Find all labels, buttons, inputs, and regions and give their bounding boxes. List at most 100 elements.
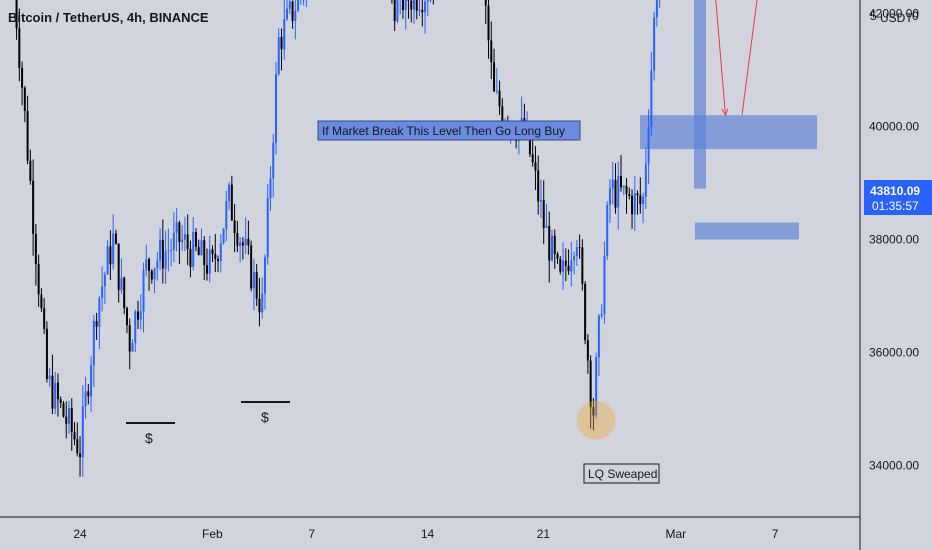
- candle-body: [633, 193, 636, 215]
- axis-badge-right: 0: [912, 9, 919, 23]
- time-axis[interactable]: 24 Feb 7 14 21 Mar 7: [73, 527, 778, 541]
- candle-body: [490, 40, 493, 63]
- candle-body: [112, 233, 115, 265]
- candle-body: [32, 180, 35, 234]
- candle-countdown: 01:35:57: [872, 199, 919, 213]
- price-tick-label: 38000.00: [869, 233, 919, 247]
- candle-body: [239, 242, 242, 246]
- price-axis[interactable]: 34000.00 36000.00 38000.00 40000.00 42000.00…: [869, 0, 919, 473]
- candle-body: [241, 242, 244, 246]
- breakout-note: If Market Break This Level Then Go Long …: [322, 124, 565, 138]
- candle-body: [263, 257, 266, 294]
- current-price-badge: [864, 180, 932, 215]
- candle-body: [291, 1, 294, 21]
- candle-body: [142, 270, 145, 312]
- candle-body: [18, 28, 21, 68]
- candle-body: [589, 360, 592, 408]
- candle-body: [280, 37, 283, 50]
- candle-body: [567, 265, 570, 272]
- candle-body: [21, 67, 24, 88]
- time-tick-label: 7: [308, 527, 315, 541]
- candle-body: [200, 240, 203, 255]
- candle-body: [54, 382, 57, 409]
- candle-body: [277, 37, 280, 74]
- candle-body: [247, 238, 250, 246]
- candle-body: [29, 160, 32, 181]
- candle-body: [628, 194, 631, 196]
- candle-body: [487, 5, 490, 41]
- candle-body: [123, 277, 126, 308]
- candle-body: [644, 163, 647, 197]
- candle-body: [159, 239, 162, 261]
- candle-body: [230, 184, 233, 221]
- candle-body: [228, 184, 231, 202]
- candle-body: [608, 188, 611, 205]
- candle-body: [95, 321, 98, 327]
- candle-body: [101, 286, 104, 299]
- demand-zone-upper: [640, 115, 817, 150]
- candle-body: [117, 243, 120, 291]
- candle-body: [551, 235, 553, 261]
- candle-body: [217, 259, 220, 262]
- candle-body: [650, 70, 653, 127]
- candle-body: [139, 311, 142, 320]
- axis-badge-left: 5: [870, 9, 877, 23]
- time-tick-label: 7: [772, 527, 779, 541]
- candle-body: [396, 0, 399, 22]
- candle-body: [531, 154, 534, 163]
- liquidity-note-box: [583, 463, 660, 484]
- candle-body: [172, 232, 175, 250]
- projection-arrow-line: [715, 0, 726, 116]
- breakout-note-box: [317, 120, 581, 141]
- candle-body: [65, 416, 68, 424]
- candle-body: [542, 200, 545, 228]
- candle-body: [639, 195, 642, 205]
- candle-body: [611, 179, 614, 189]
- candle-body: [595, 357, 598, 416]
- projection-arrow-line: [741, 0, 758, 116]
- candle-body: [407, 0, 410, 1]
- candle-body: [222, 228, 225, 244]
- symbol-title[interactable]: Bitcoin / TetherUS, 4h, BINANCE: [8, 10, 209, 25]
- dollar-mark-right: $: [261, 409, 269, 425]
- candle-body: [288, 1, 291, 9]
- candle-body: [81, 406, 84, 458]
- impulse-block: [694, 0, 706, 189]
- candle-body: [258, 298, 261, 313]
- candle-body: [40, 294, 43, 309]
- candle-body: [537, 170, 540, 202]
- candle-body: [581, 247, 584, 284]
- zones-layer: [640, 0, 817, 240]
- candle-body: [92, 321, 95, 366]
- candle-body: [556, 253, 559, 260]
- current-price-value: 43810.09: [870, 184, 920, 198]
- candle-body: [170, 249, 173, 251]
- candle-body: [655, 0, 658, 18]
- candle-body: [553, 235, 556, 254]
- candle-body: [137, 311, 139, 320]
- candle-body: [426, 0, 429, 2]
- candle-body: [183, 234, 186, 240]
- candle-body: [294, 10, 297, 21]
- candle-body: [597, 315, 600, 358]
- candle-body: [404, 0, 407, 11]
- candle-body: [413, 0, 415, 10]
- candle-body: [103, 274, 106, 287]
- candle-body: [297, 0, 300, 11]
- candle-body: [501, 106, 504, 123]
- plot-area[interactable]: [0, 0, 860, 517]
- candle-body: [393, 0, 396, 22]
- time-tick-label: 24: [73, 527, 87, 541]
- candle-body: [70, 408, 73, 432]
- axis-currency-label: USDT: [880, 11, 913, 25]
- demand-zone-lower: [695, 222, 799, 240]
- candle-body: [653, 17, 656, 71]
- candle-body: [573, 256, 576, 261]
- candle-body: [647, 126, 650, 164]
- candle-body: [272, 142, 275, 179]
- candle-body: [148, 259, 151, 271]
- candle-body: [493, 62, 496, 92]
- candle-body: [145, 259, 148, 271]
- candle-body: [211, 249, 214, 255]
